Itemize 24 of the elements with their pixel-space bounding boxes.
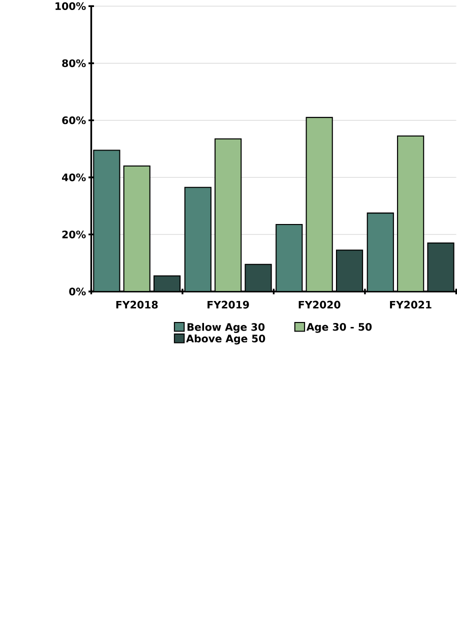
bar xyxy=(123,165,150,292)
bar xyxy=(427,242,454,292)
legend-label: Below Age 30 xyxy=(188,322,265,333)
x-tick-label: FY2020 xyxy=(298,300,340,309)
legend-label: Above Age 50 xyxy=(186,334,266,344)
bar xyxy=(397,135,424,292)
bar xyxy=(276,224,303,292)
bar xyxy=(336,250,364,292)
x-tick-label: FY2018 xyxy=(116,300,158,309)
y-tick-label: 40% xyxy=(62,174,86,182)
x-tick-label: FY2019 xyxy=(208,300,249,309)
y-tick-label: 0% xyxy=(69,288,86,296)
bar xyxy=(366,212,394,292)
y-tick-label: 80% xyxy=(62,59,86,68)
bar xyxy=(244,264,272,292)
bar xyxy=(214,138,242,292)
legend-label: Age 30 - 50 xyxy=(306,323,372,333)
bar xyxy=(306,116,333,292)
y-tick-label: 100% xyxy=(56,2,86,10)
y-tick-label: 20% xyxy=(62,230,86,238)
y-tick-label: 60% xyxy=(62,116,86,124)
bar xyxy=(184,186,212,292)
x-tick-label: FY2021 xyxy=(390,300,432,309)
bar xyxy=(93,150,120,292)
